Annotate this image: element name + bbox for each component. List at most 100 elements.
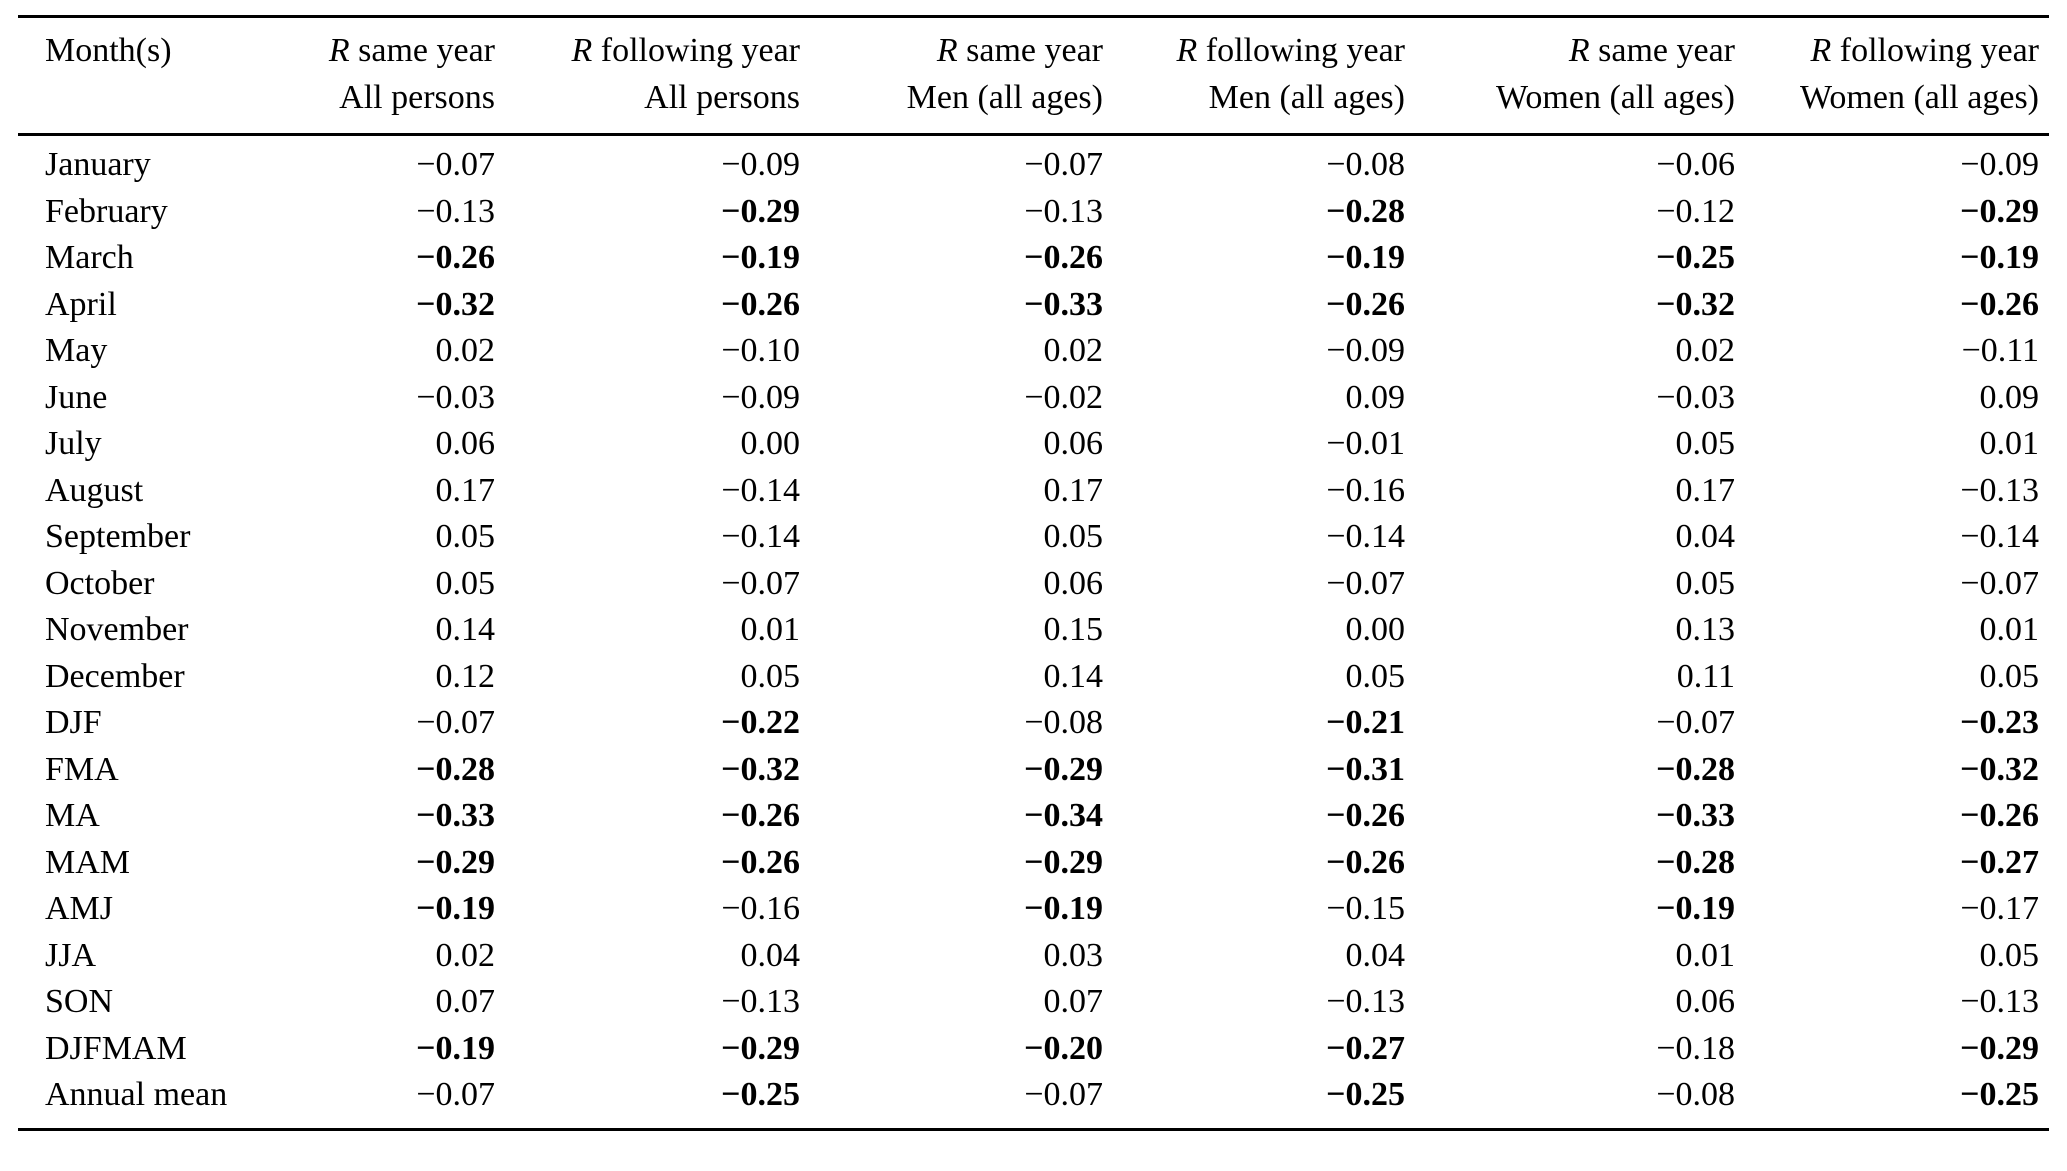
correlation-value-cell: −0.26 xyxy=(1960,797,2039,834)
correlation-value-cell: −0.32 xyxy=(416,285,495,323)
correlation-value-cell: −0.19 xyxy=(1326,239,1405,276)
r-symbol: R xyxy=(328,32,350,69)
correlation-value-cell: −0.07 xyxy=(721,564,800,602)
table-row: September 0.05 −0.14 0.05 −0.14 0.04 −0.14 xyxy=(18,514,2049,561)
column-header-following-year-all-persons: R following year All persons xyxy=(505,16,810,136)
r-symbol: R xyxy=(1176,32,1198,69)
correlation-value-cell: −0.08 xyxy=(1024,704,1103,741)
correlation-value-cell: 0.01 xyxy=(1675,936,1736,974)
correlation-value-cell: 0.13 xyxy=(1675,611,1736,648)
correlation-value-cell: −0.19 xyxy=(1656,890,1735,927)
correlation-value-cell: −0.26 xyxy=(1326,797,1405,834)
row-label: DJF xyxy=(45,704,102,741)
table-row: August 0.17 −0.14 0.17 −0.16 0.17 −0.13 xyxy=(18,468,2049,515)
correlation-value-cell: −0.07 xyxy=(416,1076,495,1113)
table-row: SON 0.07 −0.13 0.07 −0.13 0.06 −0.13 xyxy=(18,979,2049,1026)
correlation-value-cell: 0.06 xyxy=(1043,425,1104,462)
row-label: December xyxy=(45,657,185,695)
table-header: Month(s) R same year All persons R follo… xyxy=(18,16,2049,136)
correlation-table-container: Month(s) R same year All persons R follo… xyxy=(18,15,2049,1131)
correlation-value-cell: −0.20 xyxy=(1024,1029,1103,1067)
header-line1: R following year xyxy=(1113,27,1406,74)
r-symbol: R xyxy=(936,32,958,69)
correlation-value-cell: −0.34 xyxy=(1024,797,1103,834)
correlation-value-cell: −0.26 xyxy=(1326,285,1405,323)
correlation-value-cell: −0.26 xyxy=(1960,285,2039,323)
correlation-value-cell: −0.32 xyxy=(721,750,800,788)
header-line1-text: same year xyxy=(1598,32,1735,69)
header-line1-text: following year xyxy=(1205,32,1405,69)
row-label: March xyxy=(45,239,134,276)
table-row: October 0.05 −0.07 0.06 −0.07 0.05 −0.07 xyxy=(18,561,2049,608)
correlation-value-cell: −0.19 xyxy=(721,239,800,276)
column-header-months: Month(s) xyxy=(18,16,188,136)
r-symbol: R xyxy=(571,32,593,69)
table-row: May 0.02 −0.10 0.02 −0.09 0.02 −0.11 xyxy=(18,328,2049,375)
header-line2: All persons xyxy=(644,79,800,116)
correlation-value-cell: 0.05 xyxy=(740,657,801,695)
header-line1-text: following year xyxy=(600,32,800,69)
correlation-value-cell: −0.09 xyxy=(1960,146,2039,183)
correlation-value-cell: 0.01 xyxy=(1979,425,2040,462)
table-row: DJFMAM −0.19 −0.29 −0.20 −0.27 −0.18 −0.29 xyxy=(18,1026,2049,1073)
row-label: October xyxy=(45,564,155,602)
correlation-value-cell: −0.28 xyxy=(416,750,495,788)
correlation-value-cell: −0.09 xyxy=(1326,332,1405,369)
correlation-value-cell: −0.29 xyxy=(1960,1029,2039,1067)
correlation-value-cell: −0.08 xyxy=(1656,1076,1735,1113)
correlation-value-cell: −0.29 xyxy=(721,1029,800,1067)
row-label: July xyxy=(45,425,102,462)
correlation-value-cell: 0.02 xyxy=(435,332,496,369)
correlation-value-cell: −0.17 xyxy=(1960,890,2039,927)
correlation-value-cell: −0.14 xyxy=(1326,518,1405,555)
column-header-same-year-all-persons: R same year All persons xyxy=(188,16,505,136)
header-line1: R same year xyxy=(1415,27,1735,74)
correlation-value-cell: −0.29 xyxy=(1960,192,2039,230)
row-label: AMJ xyxy=(45,890,114,927)
correlation-value-cell: 0.17 xyxy=(1675,471,1736,509)
column-header-following-year-men: R following year Men (all ages) xyxy=(1113,16,1415,136)
row-label: SON xyxy=(45,983,114,1020)
correlation-value-cell: −0.28 xyxy=(1656,750,1735,788)
header-line1: R following year xyxy=(505,27,801,74)
correlation-value-cell: −0.16 xyxy=(1326,471,1405,509)
header-line1-text: following year xyxy=(1839,32,2039,69)
correlation-value-cell: −0.22 xyxy=(721,704,800,741)
correlation-value-cell: 0.06 xyxy=(1675,983,1736,1020)
correlation-value-cell: −0.26 xyxy=(721,285,800,323)
correlation-value-cell: −0.33 xyxy=(1024,285,1103,323)
correlation-value-cell: −0.13 xyxy=(416,192,495,230)
row-label: MAM xyxy=(45,843,131,881)
correlation-value-cell: −0.14 xyxy=(721,471,800,509)
row-label: May xyxy=(45,332,108,369)
correlation-value-cell: −0.13 xyxy=(1960,471,2039,509)
correlation-value-cell: −0.32 xyxy=(1960,750,2039,788)
correlation-value-cell: −0.07 xyxy=(1656,704,1735,741)
table-row: March −0.26 −0.19 −0.26 −0.19 −0.25 −0.19 xyxy=(18,235,2049,282)
row-label: August xyxy=(45,471,144,509)
correlation-value-cell: 0.02 xyxy=(435,936,496,974)
correlation-value-cell: −0.07 xyxy=(1960,564,2039,602)
correlation-value-cell: −0.11 xyxy=(1961,332,2039,369)
table-row: MAM −0.29 −0.26 −0.29 −0.26 −0.28 −0.27 xyxy=(18,840,2049,887)
correlation-value-cell: −0.29 xyxy=(721,192,800,230)
correlation-value-cell: −0.07 xyxy=(1024,1076,1103,1113)
table-row: MA −0.33 −0.26 −0.34 −0.26 −0.33 −0.26 xyxy=(18,793,2049,840)
correlation-value-cell: −0.14 xyxy=(721,518,800,555)
correlation-value-cell: −0.13 xyxy=(1326,983,1405,1020)
correlation-value-cell: −0.27 xyxy=(1326,1029,1405,1067)
row-label: DJFMAM xyxy=(45,1029,187,1067)
correlation-value-cell: −0.21 xyxy=(1326,704,1405,741)
correlation-value-cell: 0.04 xyxy=(1675,518,1736,555)
correlation-value-cell: −0.33 xyxy=(416,797,495,834)
correlation-value-cell: −0.08 xyxy=(1326,146,1405,183)
column-header-same-year-women: R same year Women (all ages) xyxy=(1415,16,1745,136)
table-row: July 0.06 0.00 0.06 −0.01 0.05 0.01 xyxy=(18,421,2049,468)
header-line2: All persons xyxy=(339,79,495,116)
correlation-value-cell: 0.01 xyxy=(1979,611,2040,648)
correlation-value-cell: 0.05 xyxy=(1043,518,1104,555)
correlation-value-cell: −0.07 xyxy=(416,704,495,741)
correlation-value-cell: −0.26 xyxy=(1024,239,1103,276)
correlation-value-cell: −0.25 xyxy=(1326,1076,1405,1113)
correlation-value-cell: −0.31 xyxy=(1326,750,1405,788)
